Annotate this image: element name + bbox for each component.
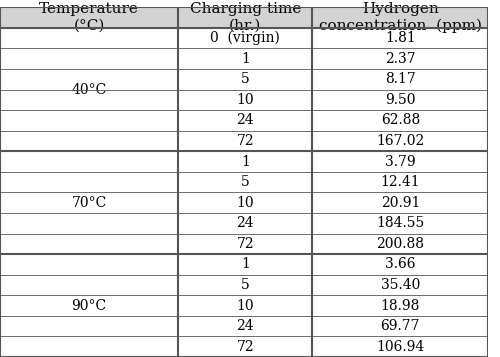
Text: 1: 1 [241, 52, 250, 66]
Text: 69.77: 69.77 [380, 319, 420, 333]
Bar [0, 90, 488, 110]
Text: 12.41: 12.41 [380, 175, 420, 189]
Bar [0, 254, 488, 275]
Text: 8.17: 8.17 [385, 72, 416, 86]
Text: 5: 5 [241, 175, 250, 189]
Text: 40°C: 40°C [72, 82, 106, 96]
Text: 106.94: 106.94 [376, 340, 424, 354]
Text: 1: 1 [241, 257, 250, 271]
Bar [0, 213, 488, 233]
Bar [0, 131, 488, 151]
Text: 9.50: 9.50 [385, 93, 416, 107]
Bar [0, 192, 488, 213]
Text: Charging time
(hr.): Charging time (hr.) [190, 2, 301, 32]
Bar [0, 151, 488, 172]
Bar [0, 49, 488, 69]
Text: 10: 10 [236, 298, 254, 313]
Text: 24: 24 [236, 114, 254, 127]
Bar [0, 336, 488, 357]
Bar [178, 7, 312, 28]
Text: 72: 72 [236, 340, 254, 354]
Bar [0, 316, 488, 336]
Text: 3.66: 3.66 [385, 257, 416, 271]
Text: 90°C: 90°C [72, 298, 106, 313]
Text: 24: 24 [236, 319, 254, 333]
Text: 200.88: 200.88 [376, 237, 424, 251]
Text: 62.88: 62.88 [380, 114, 420, 127]
Bar [0, 28, 488, 49]
Bar [0, 69, 488, 90]
Text: 24: 24 [236, 216, 254, 230]
Text: 5: 5 [241, 278, 250, 292]
Text: 72: 72 [236, 134, 254, 148]
Bar [0, 295, 488, 316]
Text: 20.91: 20.91 [380, 196, 420, 210]
Bar [0, 233, 488, 254]
Bar [0, 110, 488, 131]
Text: 10: 10 [236, 196, 254, 210]
Bar [0, 172, 488, 192]
Text: 184.55: 184.55 [376, 216, 424, 230]
Text: 5: 5 [241, 72, 250, 86]
Text: Temperature
(°C): Temperature (°C) [39, 2, 139, 32]
Text: 167.02: 167.02 [376, 134, 424, 148]
Text: 72: 72 [236, 237, 254, 251]
Text: 0  (virgin): 0 (virgin) [210, 31, 280, 45]
Bar [0, 7, 178, 28]
Text: 35.40: 35.40 [380, 278, 420, 292]
Text: 10: 10 [236, 93, 254, 107]
Text: 3.79: 3.79 [385, 155, 416, 169]
Bar [312, 7, 488, 28]
Bar [0, 275, 488, 295]
Text: 70°C: 70°C [72, 196, 106, 210]
Text: 2.37: 2.37 [385, 52, 416, 66]
Text: 1.81: 1.81 [385, 31, 416, 45]
Text: 1: 1 [241, 155, 250, 169]
Text: 18.98: 18.98 [380, 298, 420, 313]
Text: Hydrogen
concentration  (ppm): Hydrogen concentration (ppm) [319, 2, 482, 33]
